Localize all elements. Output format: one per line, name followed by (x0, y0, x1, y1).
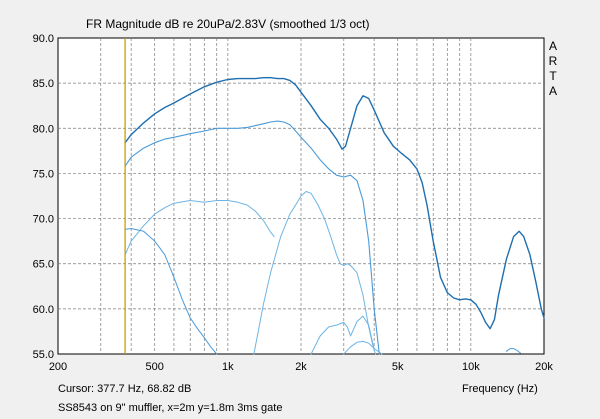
y-tick-label: 65.0 (33, 259, 54, 271)
x-tick-label: 1k (222, 361, 234, 373)
chart-title: FR Magnitude dB re 20uPa/2.83V (smoothed… (86, 17, 370, 31)
y-tick-label: 55.0 (33, 349, 54, 361)
x-tick-label: 2k (295, 361, 307, 373)
side-letter: A (549, 84, 557, 98)
side-letter: A (549, 39, 557, 53)
y-tick-labels: 55.0 60.0 65.0 70.0 75.0 80.0 85.0 90.0 (33, 33, 54, 361)
x-tick-label: 10k (462, 361, 480, 373)
series-line-1 (124, 77, 545, 330)
series-line-3 (124, 200, 275, 256)
series-line-5 (124, 228, 218, 355)
series-line-7 (343, 340, 383, 355)
grid-lines (58, 38, 544, 354)
series-line-2 (124, 120, 380, 355)
side-letter: T (549, 69, 557, 83)
series-layer (124, 77, 545, 355)
y-tick-label: 60.0 (33, 304, 54, 316)
y-tick-label: 75.0 (33, 168, 54, 180)
cursor-readout: Cursor: 377.7 Hz, 68.82 dB (58, 383, 191, 395)
x-tick-labels: 200 500 1k 2k 5k 10k 20k (49, 361, 554, 373)
x-tick-label: 500 (146, 361, 164, 373)
series-line-8 (505, 348, 521, 354)
y-tick-label: 80.0 (33, 123, 54, 135)
x-axis-label: Frequency (Hz) (462, 383, 538, 395)
x-tick-label: 5k (392, 361, 404, 373)
measurement-note: SS8543 on 9" muffler, x=2m y=1.8m 3ms ga… (58, 402, 282, 414)
x-tick-label: 200 (49, 361, 67, 373)
series-line-4 (253, 191, 376, 355)
y-tick-label: 70.0 (33, 214, 54, 226)
side-letter: R (549, 54, 558, 68)
x-tick-label: 20k (535, 361, 553, 373)
y-tick-label: 90.0 (33, 33, 54, 45)
series-line-6 (310, 315, 375, 355)
y-tick-label: 85.0 (33, 78, 54, 90)
